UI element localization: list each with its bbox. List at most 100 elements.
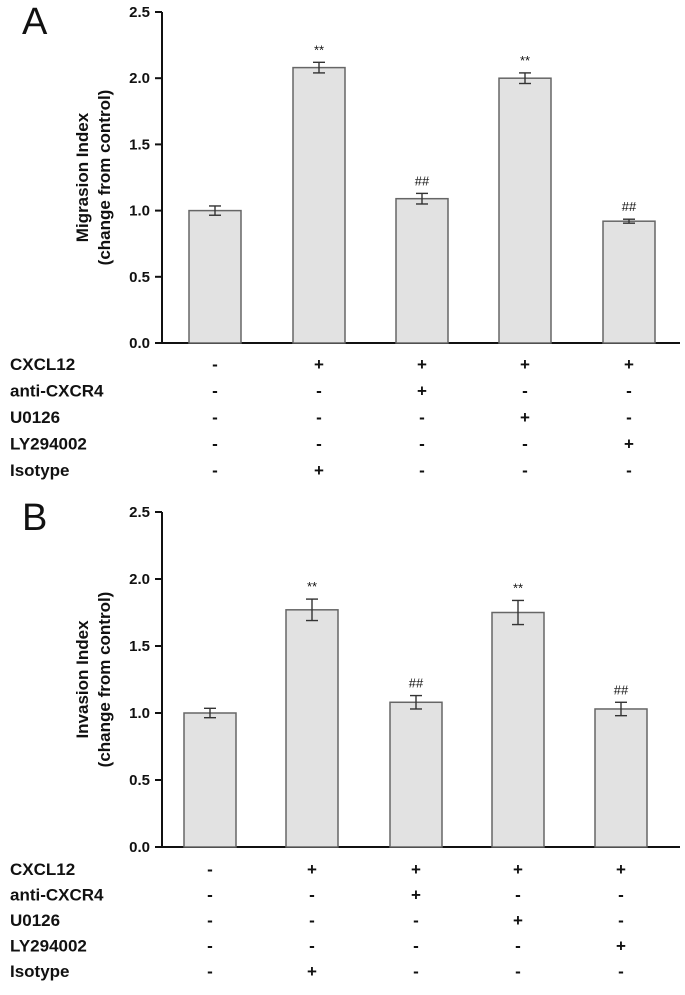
condition-sign: - [207,937,213,956]
bar [285,609,339,848]
y-axis-title-line1: Migrasion Index [73,112,92,242]
condition-sign: - [212,382,218,401]
bar [183,712,237,848]
condition-sign: + [520,355,530,374]
y-axis-title: Invasion Index (change from control) [73,592,114,768]
y-tick-label: 0.5 [129,269,150,286]
y-tick-label: 2.5 [129,4,150,21]
condition-sign: - [419,408,425,427]
condition-sign: - [316,408,322,427]
significance-label: ## [622,199,637,214]
condition-sign: - [522,435,528,454]
condition-sign: - [522,461,528,480]
condition-sign: - [419,435,425,454]
bar [498,77,552,344]
significance-label: ** [520,53,530,68]
condition-sign: + [411,886,421,905]
condition-sign: - [515,937,521,956]
panel-a: A 0.0 0.5 1.0 1.5 2.0 2.5 Migrasion Index (chan… [10,1,680,480]
condition-sign: - [212,355,218,374]
condition-sign: - [626,408,632,427]
condition-sign: - [413,962,419,981]
significance-label: ## [409,676,424,691]
y-tick-label: 2.0 [129,571,150,588]
condition-sign: - [413,937,419,956]
condition-sign: - [212,408,218,427]
condition-sign: + [513,911,523,930]
condition-sign: + [520,408,530,427]
condition-sign: + [513,860,523,879]
condition-label: U0126 [10,911,60,930]
condition-sign: - [309,937,315,956]
condition-sign: - [515,886,521,905]
condition-label: U0126 [10,408,60,427]
panel-letter-b: B [22,497,47,539]
condition-sign: - [212,435,218,454]
bar [594,708,648,848]
condition-label: anti-CXCR4 [10,382,104,401]
condition-sign: + [314,461,324,480]
condition-sign: - [316,382,322,401]
bar [292,66,346,344]
significance-label: ## [415,173,430,188]
y-axis-title-line2: (change from control) [95,592,114,768]
condition-sign: - [618,886,624,905]
y-tick-label: 2.0 [129,70,150,87]
condition-sign: - [626,382,632,401]
condition-sign: + [314,355,324,374]
condition-sign: - [618,911,624,930]
significance-label: ** [307,579,317,594]
condition-sign: + [307,860,317,879]
condition-sign: - [419,461,425,480]
bar [491,611,545,848]
condition-sign: - [309,911,315,930]
y-tick-label: 1.0 [129,705,150,722]
condition-sign: + [616,937,626,956]
y-axis-title-line1: Invasion Index [73,620,92,739]
y-tick-label: 1.0 [129,203,150,220]
condition-sign: + [616,860,626,879]
condition-label: Isotype [10,461,70,480]
condition-sign: - [316,435,322,454]
y-tick-label: 2.5 [129,504,150,521]
condition-sign: - [522,382,528,401]
bar [395,197,449,344]
condition-label: CXCL12 [10,355,75,374]
condition-label: anti-CXCR4 [10,886,104,905]
condition-label: LY294002 [10,937,87,956]
significance-label: ## [614,682,629,697]
condition-sign: - [207,911,213,930]
condition-sign: - [207,886,213,905]
condition-sign: - [309,886,315,905]
condition-label: CXCL12 [10,860,75,879]
condition-label: LY294002 [10,435,87,454]
condition-sign: + [624,435,634,454]
condition-sign: + [411,860,421,879]
panel-b: B 0.0 0.5 1.0 1.5 2.0 2.5 Invasion Index (chang… [10,497,680,981]
y-tick-label: 1.5 [129,638,150,655]
bar [389,701,443,848]
bar [188,209,242,344]
condition-sign: - [618,962,624,981]
significance-label: ** [513,580,523,595]
y-tick-label: 0.0 [129,839,150,856]
panel-letter-a: A [22,1,48,43]
y-axis-title: Migrasion Index (change from control) [73,90,114,266]
y-tick-label: 0.5 [129,772,150,789]
condition-sign: - [207,962,213,981]
condition-sign: - [212,461,218,480]
condition-sign: - [207,860,213,879]
condition-sign: + [624,355,634,374]
condition-sign: + [417,382,427,401]
condition-sign: - [413,911,419,930]
y-tick-label: 0.0 [129,335,150,352]
condition-sign: + [307,962,317,981]
condition-sign: - [515,962,521,981]
y-tick-label: 1.5 [129,136,150,153]
significance-label: ** [314,42,324,57]
bar [602,220,656,344]
condition-sign: - [626,461,632,480]
condition-sign: + [417,355,427,374]
condition-label: Isotype [10,962,70,981]
